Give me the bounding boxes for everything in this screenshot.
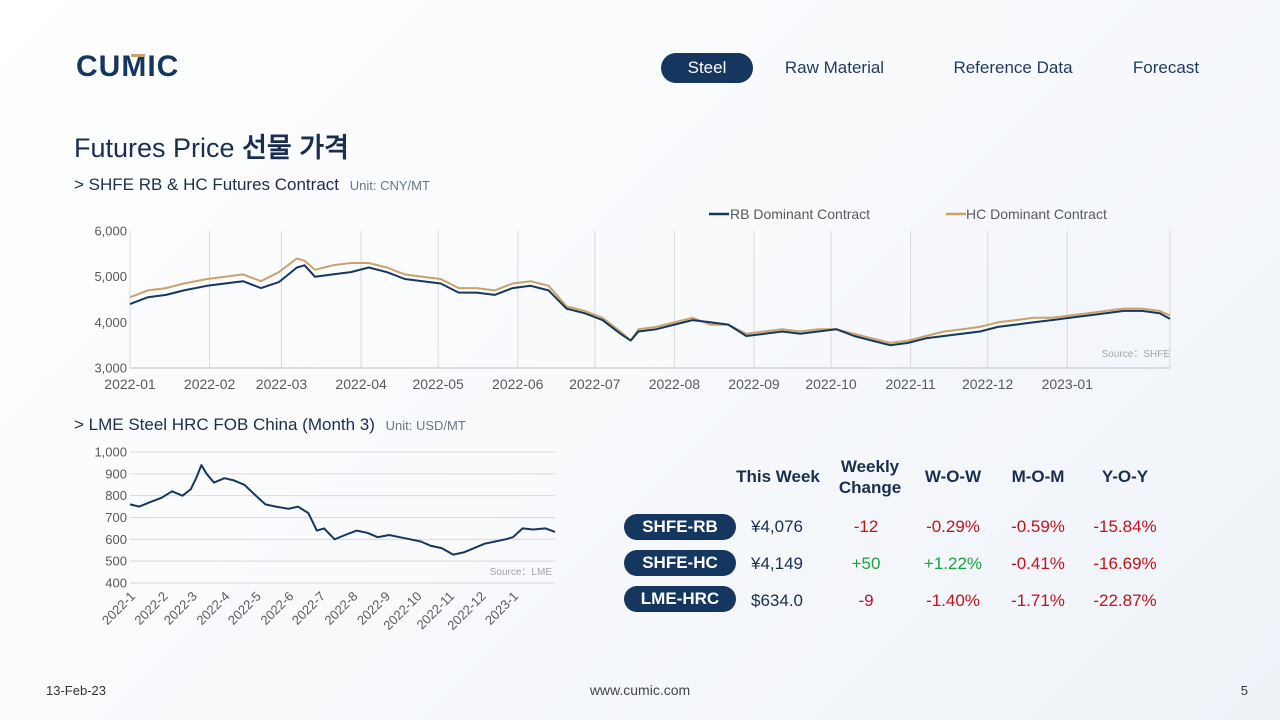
page-title-en: Futures Price [74, 133, 235, 163]
x-tick-label: 2022-02 [184, 376, 236, 392]
nav-tab-forecast[interactable]: Forecast [1132, 58, 1200, 77]
x-tick-label: 2022-11 [885, 376, 936, 392]
x-tick-label: 2022-4 [193, 589, 232, 628]
nav-tab-reference-data[interactable]: Reference Data [953, 58, 1073, 77]
col-header-mom: M-O-M [1011, 467, 1065, 486]
y-tick-label: 600 [105, 532, 127, 547]
row-label-lme-hrc: LME-HRC [624, 586, 736, 612]
x-tick-label: 2022-09 [728, 376, 780, 392]
page-title: Futures Price 선물 가격 [74, 126, 349, 165]
lme-chart-series [129, 464, 556, 556]
x-tick-label: 2022-12 [962, 376, 1014, 392]
col-header-weekly-change: Weekly Change [828, 456, 912, 498]
lme-chart-grid [130, 451, 555, 584]
series-line-1 [129, 257, 1171, 344]
row-wow-lme-hrc: -1.40% [926, 591, 980, 610]
shfe-chart-title: > SHFE RB & HC Futures Contract [74, 175, 339, 194]
shfe-chart-heading: > SHFE RB & HC Futures Contract Unit: CN… [74, 175, 430, 195]
price-summary-table: This Week Weekly Change W-O-W M-O-M Y-O-… [610, 452, 1190, 622]
x-tick-label: 2023-01 [1042, 376, 1094, 392]
col-header-change: Change [838, 478, 902, 497]
row-mom-lme-hrc: -1.71% [1011, 591, 1065, 610]
shfe-chart-unit: Unit: CNY/MT [349, 178, 430, 193]
y-tick-label: 500 [105, 554, 127, 569]
legend-label-rb: RB Dominant Contract [730, 206, 870, 222]
shfe-chart-series [129, 257, 1171, 347]
x-tick-label: 2022-7 [289, 589, 328, 628]
cumic-logo: CUMIC [76, 52, 179, 80]
footer-website[interactable]: www.cumic.com [589, 682, 691, 698]
lme-chart-y-axis: 400 500 600 700 800 900 1,000 [94, 445, 127, 591]
y-tick-label: 3,000 [94, 361, 127, 376]
lme-chart-unit: Unit: USD/MT [385, 418, 466, 433]
svg-text:CUMIC: CUMIC [76, 52, 179, 80]
shfe-chart-y-axis: 3,000 4,000 5,000 6,000 [94, 224, 127, 376]
lme-hrc-chart: 400 500 600 700 800 900 1,000 2022-12022-22022… [94, 445, 556, 633]
shfe-chart-legend: RB Dominant Contract HC Dominant Contrac… [709, 206, 1107, 222]
row-price-shfe-hc: ¥4,149 [751, 554, 803, 573]
y-tick-label: 1,000 [94, 445, 127, 460]
x-tick-label: 2022-08 [649, 376, 701, 392]
shfe-chart-source: Source：SHFE [1102, 349, 1171, 360]
x-tick-label: 2022-1 [99, 589, 138, 628]
page-title-ko: 선물 가격 [242, 133, 349, 163]
footer-page-number: 5 [1240, 683, 1248, 698]
x-tick-label: 2022-3 [161, 589, 200, 628]
lme-chart-source: Source：LME [490, 567, 553, 578]
lme-chart-title: > LME Steel HRC FOB China (Month 3) [74, 415, 375, 434]
x-tick-label: 2022-07 [569, 376, 621, 392]
row-change-lme-hrc: -9 [858, 591, 874, 610]
top-nav: Steel Raw Material Reference Data Foreca… [0, 53, 1280, 83]
x-tick-label: 2022-05 [412, 376, 464, 392]
row-mom-shfe-rb: -0.59% [1011, 517, 1065, 536]
nav-tab-steel[interactable]: Steel [661, 53, 753, 83]
x-tick-label: 2023-1 [482, 589, 521, 628]
y-tick-label: 4,000 [94, 315, 127, 330]
x-tick-label: 2022-06 [492, 376, 544, 392]
x-tick-label: 2022-03 [256, 376, 308, 392]
y-tick-label: 5,000 [94, 269, 127, 284]
row-price-lme-hrc: $634.0 [751, 591, 803, 610]
nav-tab-raw-material[interactable]: Raw Material [784, 58, 885, 77]
series-line-0 [129, 464, 556, 556]
row-change-shfe-rb: -12 [853, 517, 879, 536]
row-price-shfe-rb: ¥4,076 [751, 517, 803, 536]
col-header-this-week: This Week [736, 467, 820, 486]
x-tick-label: 2022-10 [805, 376, 857, 392]
shfe-chart-grid [129, 231, 1171, 369]
y-tick-label: 800 [105, 488, 127, 503]
col-header-yoy: Y-O-Y [1101, 467, 1149, 486]
row-wow-shfe-rb: -0.29% [926, 517, 980, 536]
series-line-0 [129, 264, 1171, 347]
y-tick-label: 6,000 [94, 224, 127, 239]
x-tick-label: 2022-6 [257, 589, 296, 628]
lme-chart-x-axis: 2022-12022-22022-32022-42022-52022-62022… [99, 589, 521, 633]
row-yoy-lme-hrc: -22.87% [1093, 591, 1157, 610]
row-label-shfe-hc: SHFE-HC [624, 550, 736, 576]
lme-chart-heading: > LME Steel HRC FOB China (Month 3) Unit… [74, 415, 466, 435]
y-tick-label: 400 [105, 576, 127, 591]
y-tick-label: 900 [105, 466, 127, 481]
row-change-shfe-hc: +50 [851, 554, 881, 573]
x-tick-label: 2022-8 [321, 589, 360, 628]
col-header-wow: W-O-W [924, 467, 982, 486]
y-tick-label: 700 [105, 510, 127, 525]
row-yoy-shfe-hc: -16.69% [1093, 554, 1157, 573]
col-header-weekly: Weekly [840, 457, 900, 476]
footer-date: 13-Feb-23 [46, 683, 106, 698]
row-yoy-shfe-rb: -15.84% [1093, 517, 1157, 536]
x-tick-label: 2022-5 [225, 589, 264, 628]
x-tick-label: 2022-04 [335, 376, 387, 392]
row-wow-shfe-hc: +1.22% [923, 554, 983, 573]
x-tick-label: 2022-01 [104, 376, 156, 392]
legend-label-hc: HC Dominant Contract [966, 206, 1107, 222]
row-label-shfe-rb: SHFE-RB [624, 514, 736, 540]
row-mom-shfe-hc: -0.41% [1011, 554, 1065, 573]
shfe-chart-x-axis: 2022-01 2022-02 2022-03 2022-04 2022-05 2022-… [104, 376, 1093, 392]
